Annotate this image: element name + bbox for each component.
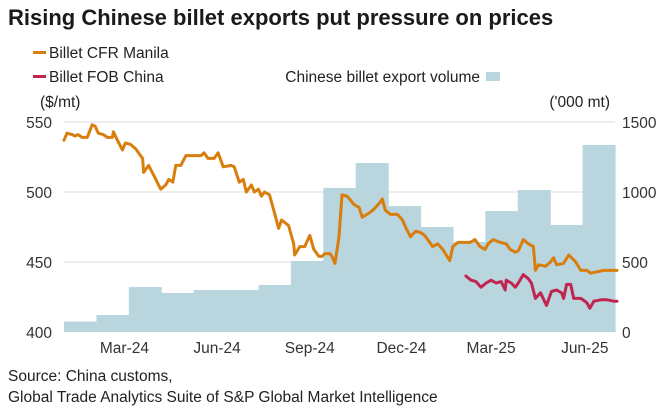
left-tick-label: 400 [26,325,52,342]
right-tick-label: 500 [622,255,648,272]
x-tick-label: Jun-25 [561,340,608,357]
volume-bar [550,225,584,332]
volume-bar [485,211,519,332]
volume-bar [128,287,162,332]
left-tick-label: 550 [26,115,52,132]
axis-ticks: 400 450 500 550 0 500 1000 1500 Mar-24 Jun-24 Sep-… [26,115,657,357]
right-tick-label: 1000 [622,185,657,202]
x-tick-label: Jun-24 [193,340,241,357]
volume-bar [96,315,130,332]
left-tick-label: 500 [26,185,52,202]
chart-title: Rising Chinese billet exports put pressu… [8,5,553,30]
right-axis-label: ('000 mt) [549,94,610,111]
price-lines [62,123,619,310]
legend: Billet CFR Manila Billet FOB China Chine… [33,45,500,86]
right-tick-label: 1500 [622,115,657,132]
volume-bar [64,321,98,332]
x-tick-label: Sep-24 [285,340,335,357]
x-tick-label: Mar-25 [467,340,516,357]
volume-bar [226,290,260,332]
legend-swatch-fob [33,75,46,78]
volume-bar [161,292,195,332]
left-axis-label: ($/mt) [40,94,80,111]
legend-swatch-cfr [33,51,46,54]
left-tick-label: 450 [26,255,52,272]
legend-label-fob: Billet FOB China [49,69,164,86]
volume-bar [290,261,324,332]
volume-bar [193,290,227,332]
line-billet-cfr-manila [62,123,619,275]
line-billet-fob-china [464,273,619,310]
volume-bars [64,144,616,332]
x-tick-label: Mar-24 [100,340,149,357]
x-tick-label: Dec-24 [376,340,426,357]
volume-bar [258,284,292,332]
source-line-2: Global Trade Analytics Suite of S&P Glob… [8,389,438,406]
legend-label-cfr: Billet CFR Manila [49,45,169,62]
volume-bar [355,163,389,332]
legend-label-volume: Chinese billet export volume [285,69,480,86]
legend-swatch-volume [486,72,500,81]
source-line-1: Source: China customs, [8,368,173,385]
right-tick-label: 0 [622,325,631,342]
